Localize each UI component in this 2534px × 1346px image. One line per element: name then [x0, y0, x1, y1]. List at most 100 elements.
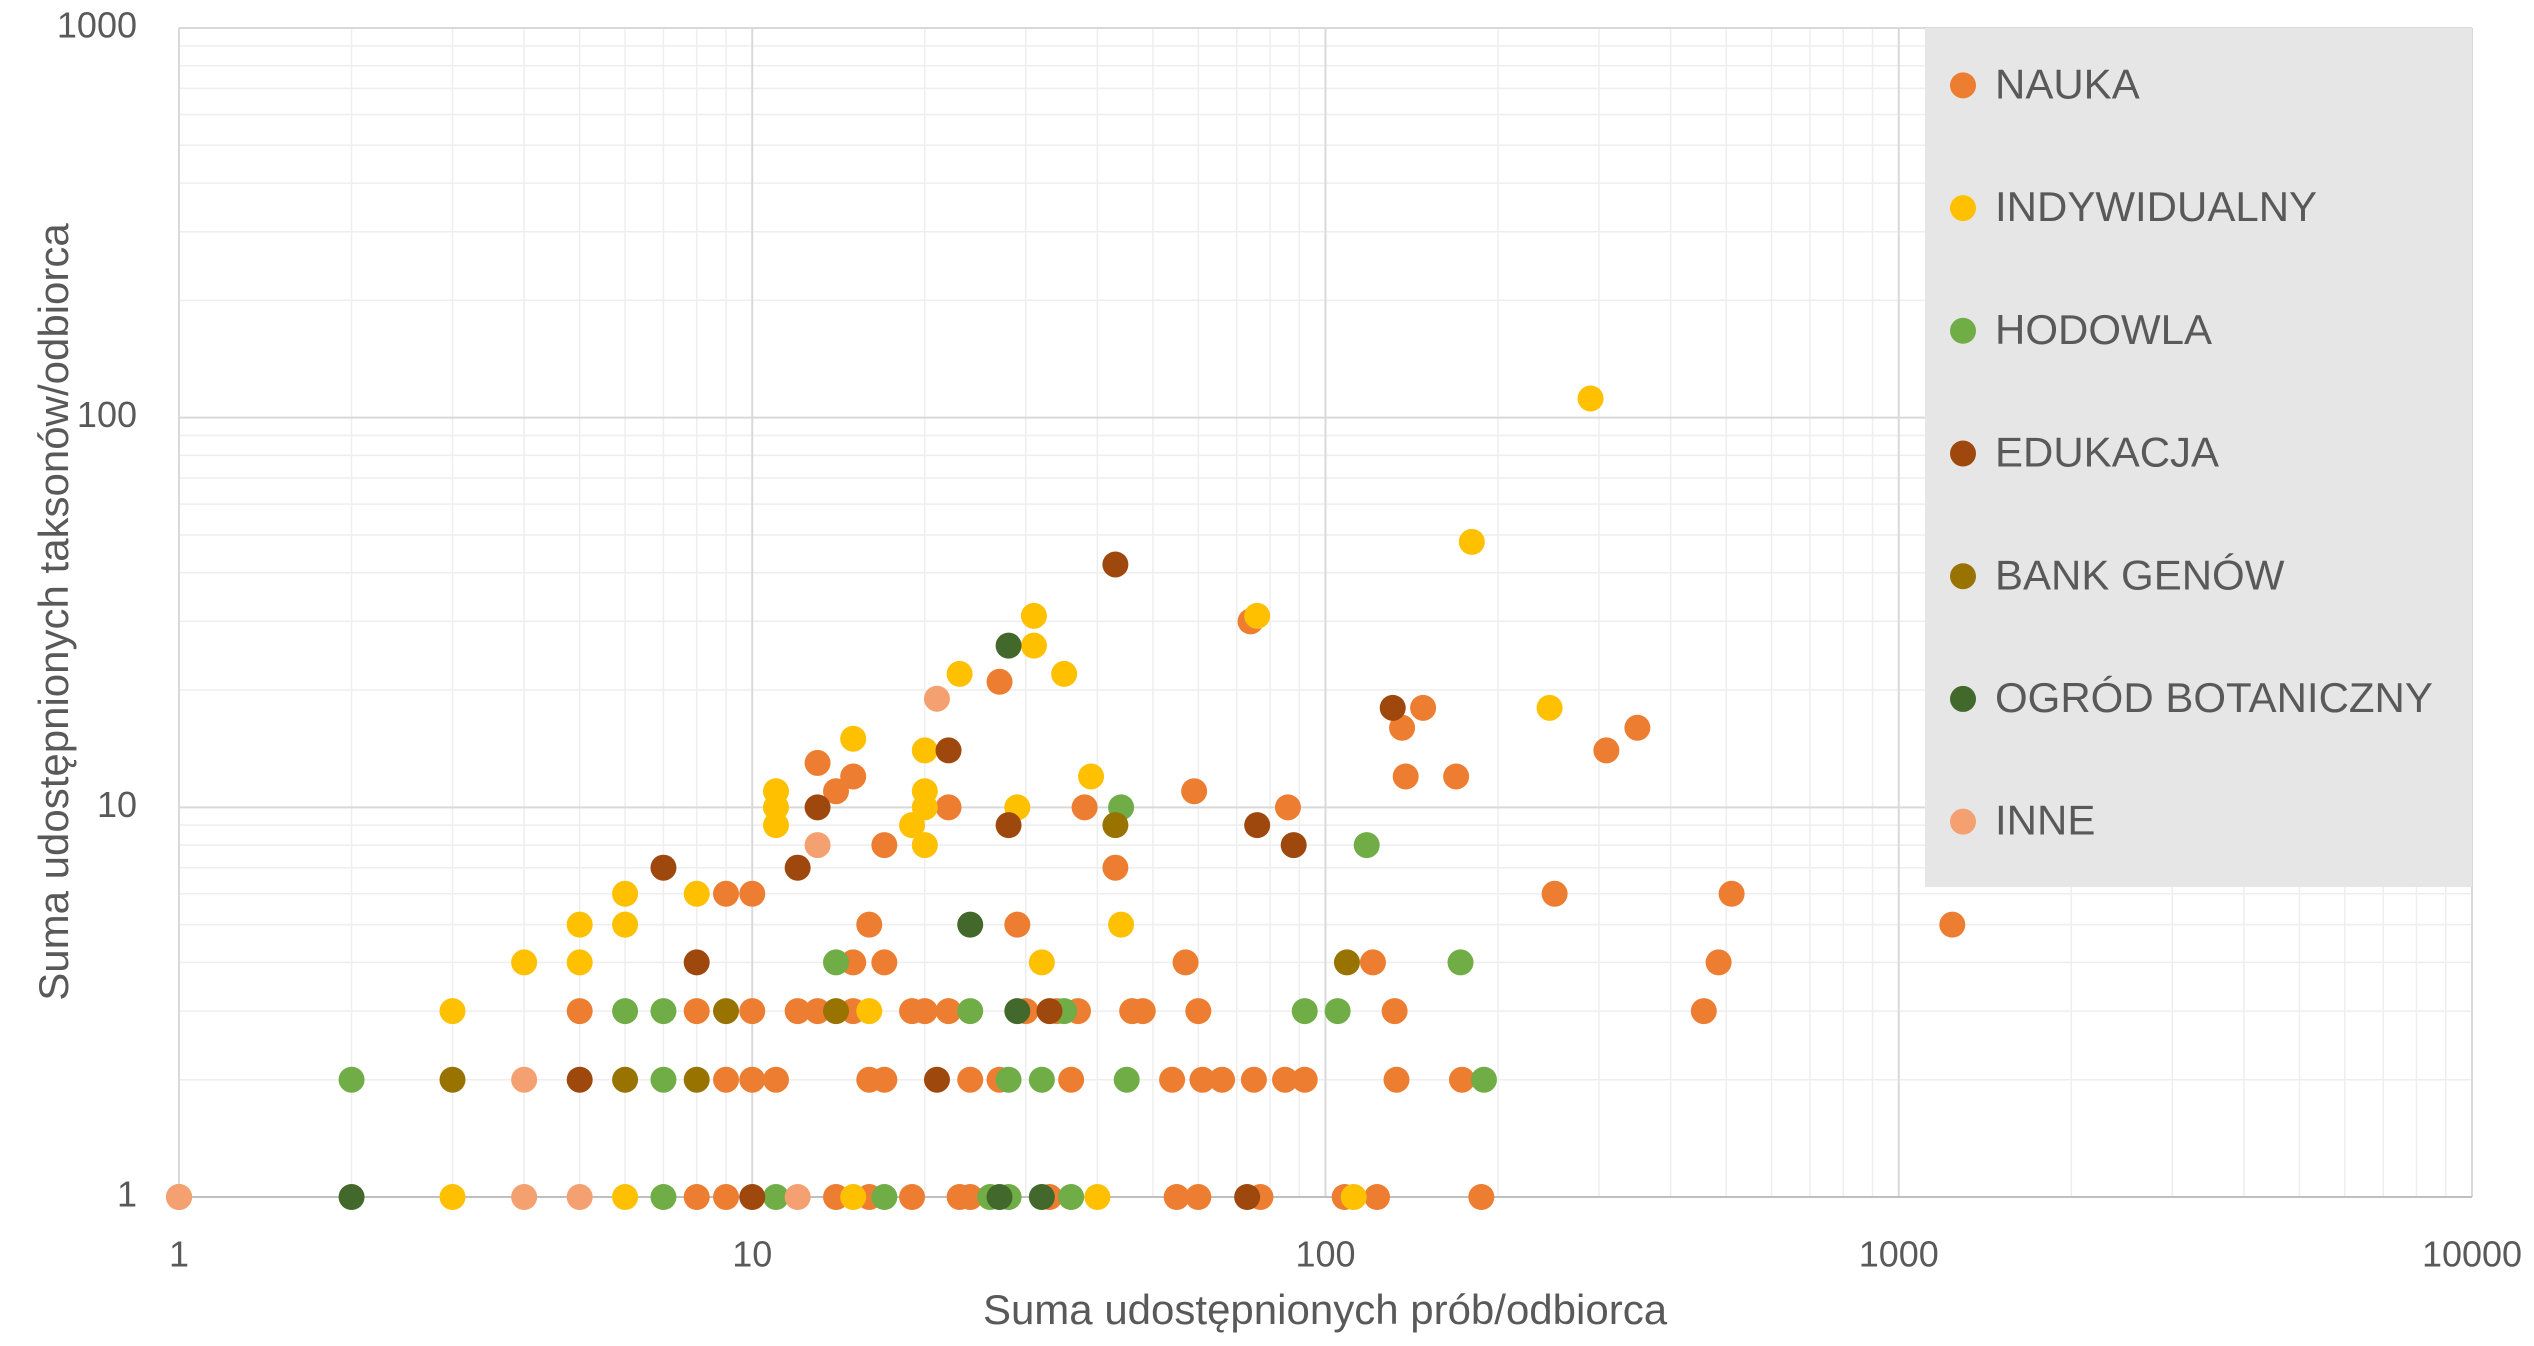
point	[1280, 832, 1307, 859]
point	[804, 998, 831, 1025]
point	[1324, 998, 1351, 1025]
point	[1333, 949, 1360, 976]
point	[650, 1184, 677, 1210]
point	[650, 1066, 677, 1093]
point	[871, 1066, 898, 1093]
point	[612, 998, 639, 1025]
point	[1389, 714, 1416, 741]
point	[739, 1066, 766, 1093]
point	[1536, 694, 1563, 721]
point	[1234, 1184, 1261, 1210]
x-tick-label: 1	[169, 1234, 189, 1275]
point	[713, 998, 740, 1025]
point	[1458, 528, 1485, 555]
point	[1185, 1184, 1212, 1210]
point	[1274, 794, 1301, 821]
point	[683, 949, 710, 976]
point	[1028, 949, 1055, 976]
point	[713, 1184, 740, 1210]
point	[856, 998, 883, 1025]
point	[566, 1066, 593, 1093]
point	[840, 725, 867, 752]
point	[762, 812, 789, 839]
point	[784, 998, 811, 1025]
point	[1058, 1184, 1085, 1210]
point	[911, 832, 938, 859]
point	[1004, 998, 1031, 1025]
point	[612, 1184, 639, 1210]
point	[1577, 385, 1604, 412]
point	[1359, 949, 1386, 976]
point	[911, 737, 938, 764]
point	[1291, 998, 1318, 1025]
point	[1028, 1184, 1055, 1210]
x-tick-label: 10000	[2422, 1234, 2522, 1275]
legend: NAUKA INDYWIDUALNY HODOWLA EDUKACJA BANK GEN…	[1925, 28, 2472, 887]
point	[739, 880, 766, 907]
point	[1340, 1184, 1367, 1210]
point	[946, 660, 973, 687]
point	[871, 1184, 898, 1210]
y-axis-title: Suma udostępnionych taksonów/odbiorca	[30, 223, 77, 1001]
point	[1468, 1184, 1495, 1210]
point	[1185, 998, 1212, 1025]
point	[683, 1184, 710, 1210]
point	[1705, 949, 1732, 976]
point	[1102, 551, 1129, 578]
point	[1084, 1184, 1111, 1210]
point	[1078, 763, 1105, 790]
point	[612, 1066, 639, 1093]
point	[1189, 1066, 1216, 1093]
point	[1113, 1066, 1140, 1093]
point	[1939, 911, 1966, 938]
point	[650, 998, 677, 1025]
point	[1036, 998, 1063, 1025]
point	[911, 778, 938, 805]
point	[566, 949, 593, 976]
point	[1353, 832, 1380, 859]
point	[566, 998, 593, 1025]
point	[1020, 602, 1047, 629]
point	[1028, 1066, 1055, 1093]
point	[1410, 694, 1437, 721]
point	[762, 778, 789, 805]
legend-marker	[1950, 685, 1976, 712]
legend-marker	[1950, 808, 1976, 835]
point	[957, 1184, 984, 1210]
point	[823, 998, 850, 1025]
point	[612, 911, 639, 938]
x-tick-label: 100	[1295, 1234, 1355, 1275]
point	[1129, 998, 1156, 1025]
point	[1244, 812, 1271, 839]
point	[1448, 1066, 1475, 1093]
point	[957, 1066, 984, 1093]
x-axis-title: Suma udostępnionych prób/odbiorca	[983, 1286, 1668, 1333]
point	[1392, 763, 1419, 790]
point	[762, 1184, 789, 1210]
point	[338, 1066, 365, 1093]
point	[511, 949, 538, 976]
point	[566, 1184, 593, 1210]
point	[1383, 1066, 1410, 1093]
point	[566, 911, 593, 938]
point	[856, 911, 883, 938]
point	[935, 998, 962, 1025]
point	[986, 668, 1013, 695]
point	[439, 1066, 466, 1093]
point	[439, 1184, 466, 1210]
point	[1364, 1184, 1391, 1210]
y-tick-label: 10	[97, 784, 137, 825]
point	[911, 998, 938, 1025]
point	[1209, 1066, 1236, 1093]
point	[1244, 602, 1271, 629]
point	[957, 998, 984, 1025]
point	[739, 1184, 766, 1210]
point	[1102, 854, 1129, 881]
point	[1020, 632, 1047, 659]
legend-label: NAUKA	[1995, 60, 2140, 107]
point	[1470, 1066, 1497, 1093]
point	[1172, 949, 1199, 976]
point	[840, 763, 867, 790]
point	[923, 685, 950, 712]
